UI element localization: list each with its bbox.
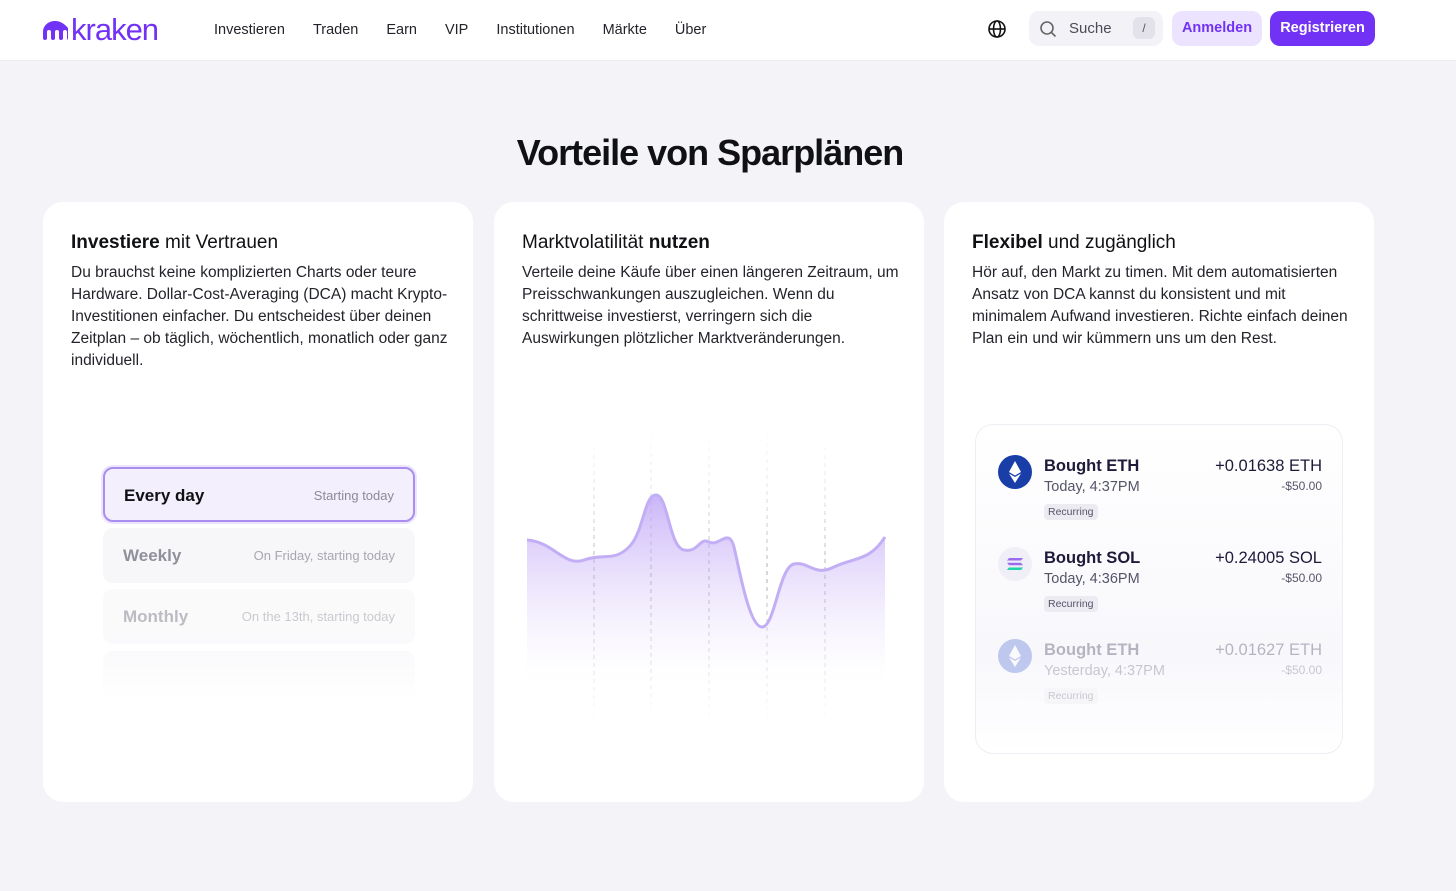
transaction-title: Bought SOL [1044,549,1141,567]
card-title: Marktvolatilität nutzen [522,232,710,254]
transaction-time: Yesterday, 4:37PM [1044,663,1165,679]
option-detail: Starting today [313,488,394,503]
card-body: Du brauchst keine komplizierten Charts o… [71,264,448,369]
volatility-illustration [524,427,894,727]
schedule-option[interactable]: Every day Starting today [103,467,415,522]
transaction-amount: +0.01627 ETH [1215,641,1322,659]
schedule-option[interactable]: Monthly On the 13th, starting today [103,589,415,644]
option-name: Weekly [123,546,182,565]
transaction-tag: Recurring [1044,504,1098,520]
nav-link[interactable]: Über [674,22,707,38]
nav: Investieren Traden Earn VIP Institutionen Mär… [214,0,706,60]
transaction-time: Today, 4:36PM [1044,571,1140,587]
card-title-bold: Investiere [71,232,160,253]
card-title-bold: nutzen [648,232,710,253]
coin-icon [998,639,1032,673]
coin-icon [998,455,1032,489]
card-title-text: Marktvolatilität [522,232,644,253]
option-detail: On Friday, starting today [253,548,395,563]
card-body: Hör auf, den Markt zu timen. Mit dem aut… [972,264,1348,347]
option-name: Every day [124,486,205,505]
card: Investiere mit Vertrauen Du brauchst kei… [43,202,473,802]
transaction: Bought ETH Today, 4:37PM Recurring +0.01638… [976,455,1344,535]
transaction: Bought ETH Yesterday, 4:37PM Recurring +0.0… [976,639,1344,719]
search-label: Suche [1069,20,1112,37]
logo-icon [43,21,68,40]
transaction-list: Bought ETH Today, 4:37PM Recurring +0.01638… [975,424,1343,754]
schedule-option[interactable]: Weekly On Friday, starting today [103,528,415,583]
nav-link[interactable]: Märkte [602,22,647,38]
card: Marktvolatilität nutzen Verteile deine K… [494,202,924,802]
nav-link[interactable]: Traden [312,22,359,38]
search-icon [1040,21,1057,38]
search[interactable]: Suche / [1029,11,1163,46]
nav-link[interactable]: Investieren [214,22,285,38]
transaction-tag: Recurring [1044,688,1098,704]
header: kraken Investieren Traden Earn VIP Instituti… [0,0,1456,61]
transaction-title: Bought ETH [1044,457,1140,475]
card-title-text: mit Vertrauen [165,232,279,253]
card: Flexibel und zugänglich Hör auf, den Mar… [944,202,1374,802]
card-body: Verteile deine Käufe über einen längeren… [522,264,899,347]
section-title: Vorteile von Sparplänen [516,132,904,173]
logo-text: kraken [71,12,159,47]
transaction-cost: -$50.00 [1281,663,1322,677]
nav-link[interactable]: VIP [444,22,469,38]
card-title-bold: Flexibel [972,232,1043,253]
login-button[interactable]: Anmelden [1172,11,1262,46]
card-title: Flexibel und zugänglich [972,232,1176,254]
register-button[interactable]: Registrieren [1270,11,1375,46]
transaction-title: Bought ETH [1044,641,1140,659]
language-icon[interactable] [987,19,1007,39]
option-name: Monthly [123,607,189,626]
transaction: Bought SOL Today, 4:36PM Recurring +0.24005… [976,547,1344,627]
transaction-tag: Recurring [1044,596,1098,612]
logo[interactable]: kraken [42,12,159,48]
card-title-text: und zugänglich [1048,232,1176,253]
nav-link[interactable]: Earn [386,22,417,38]
transaction-amount: +0.24005 SOL [1215,549,1322,567]
transaction-cost: -$50.00 [1281,571,1322,585]
option-detail: On the 13th, starting today [241,609,395,624]
card-title: Investiere mit Vertrauen [71,232,278,254]
option-fade [103,651,415,701]
transaction-cost: -$50.00 [1281,479,1322,493]
search-shortcut: / [1133,17,1155,39]
transaction-amount: +0.01638 ETH [1215,457,1322,475]
nav-link[interactable]: Institutionen [496,22,575,38]
transaction-time: Today, 4:37PM [1044,479,1140,495]
coin-icon [998,547,1032,581]
